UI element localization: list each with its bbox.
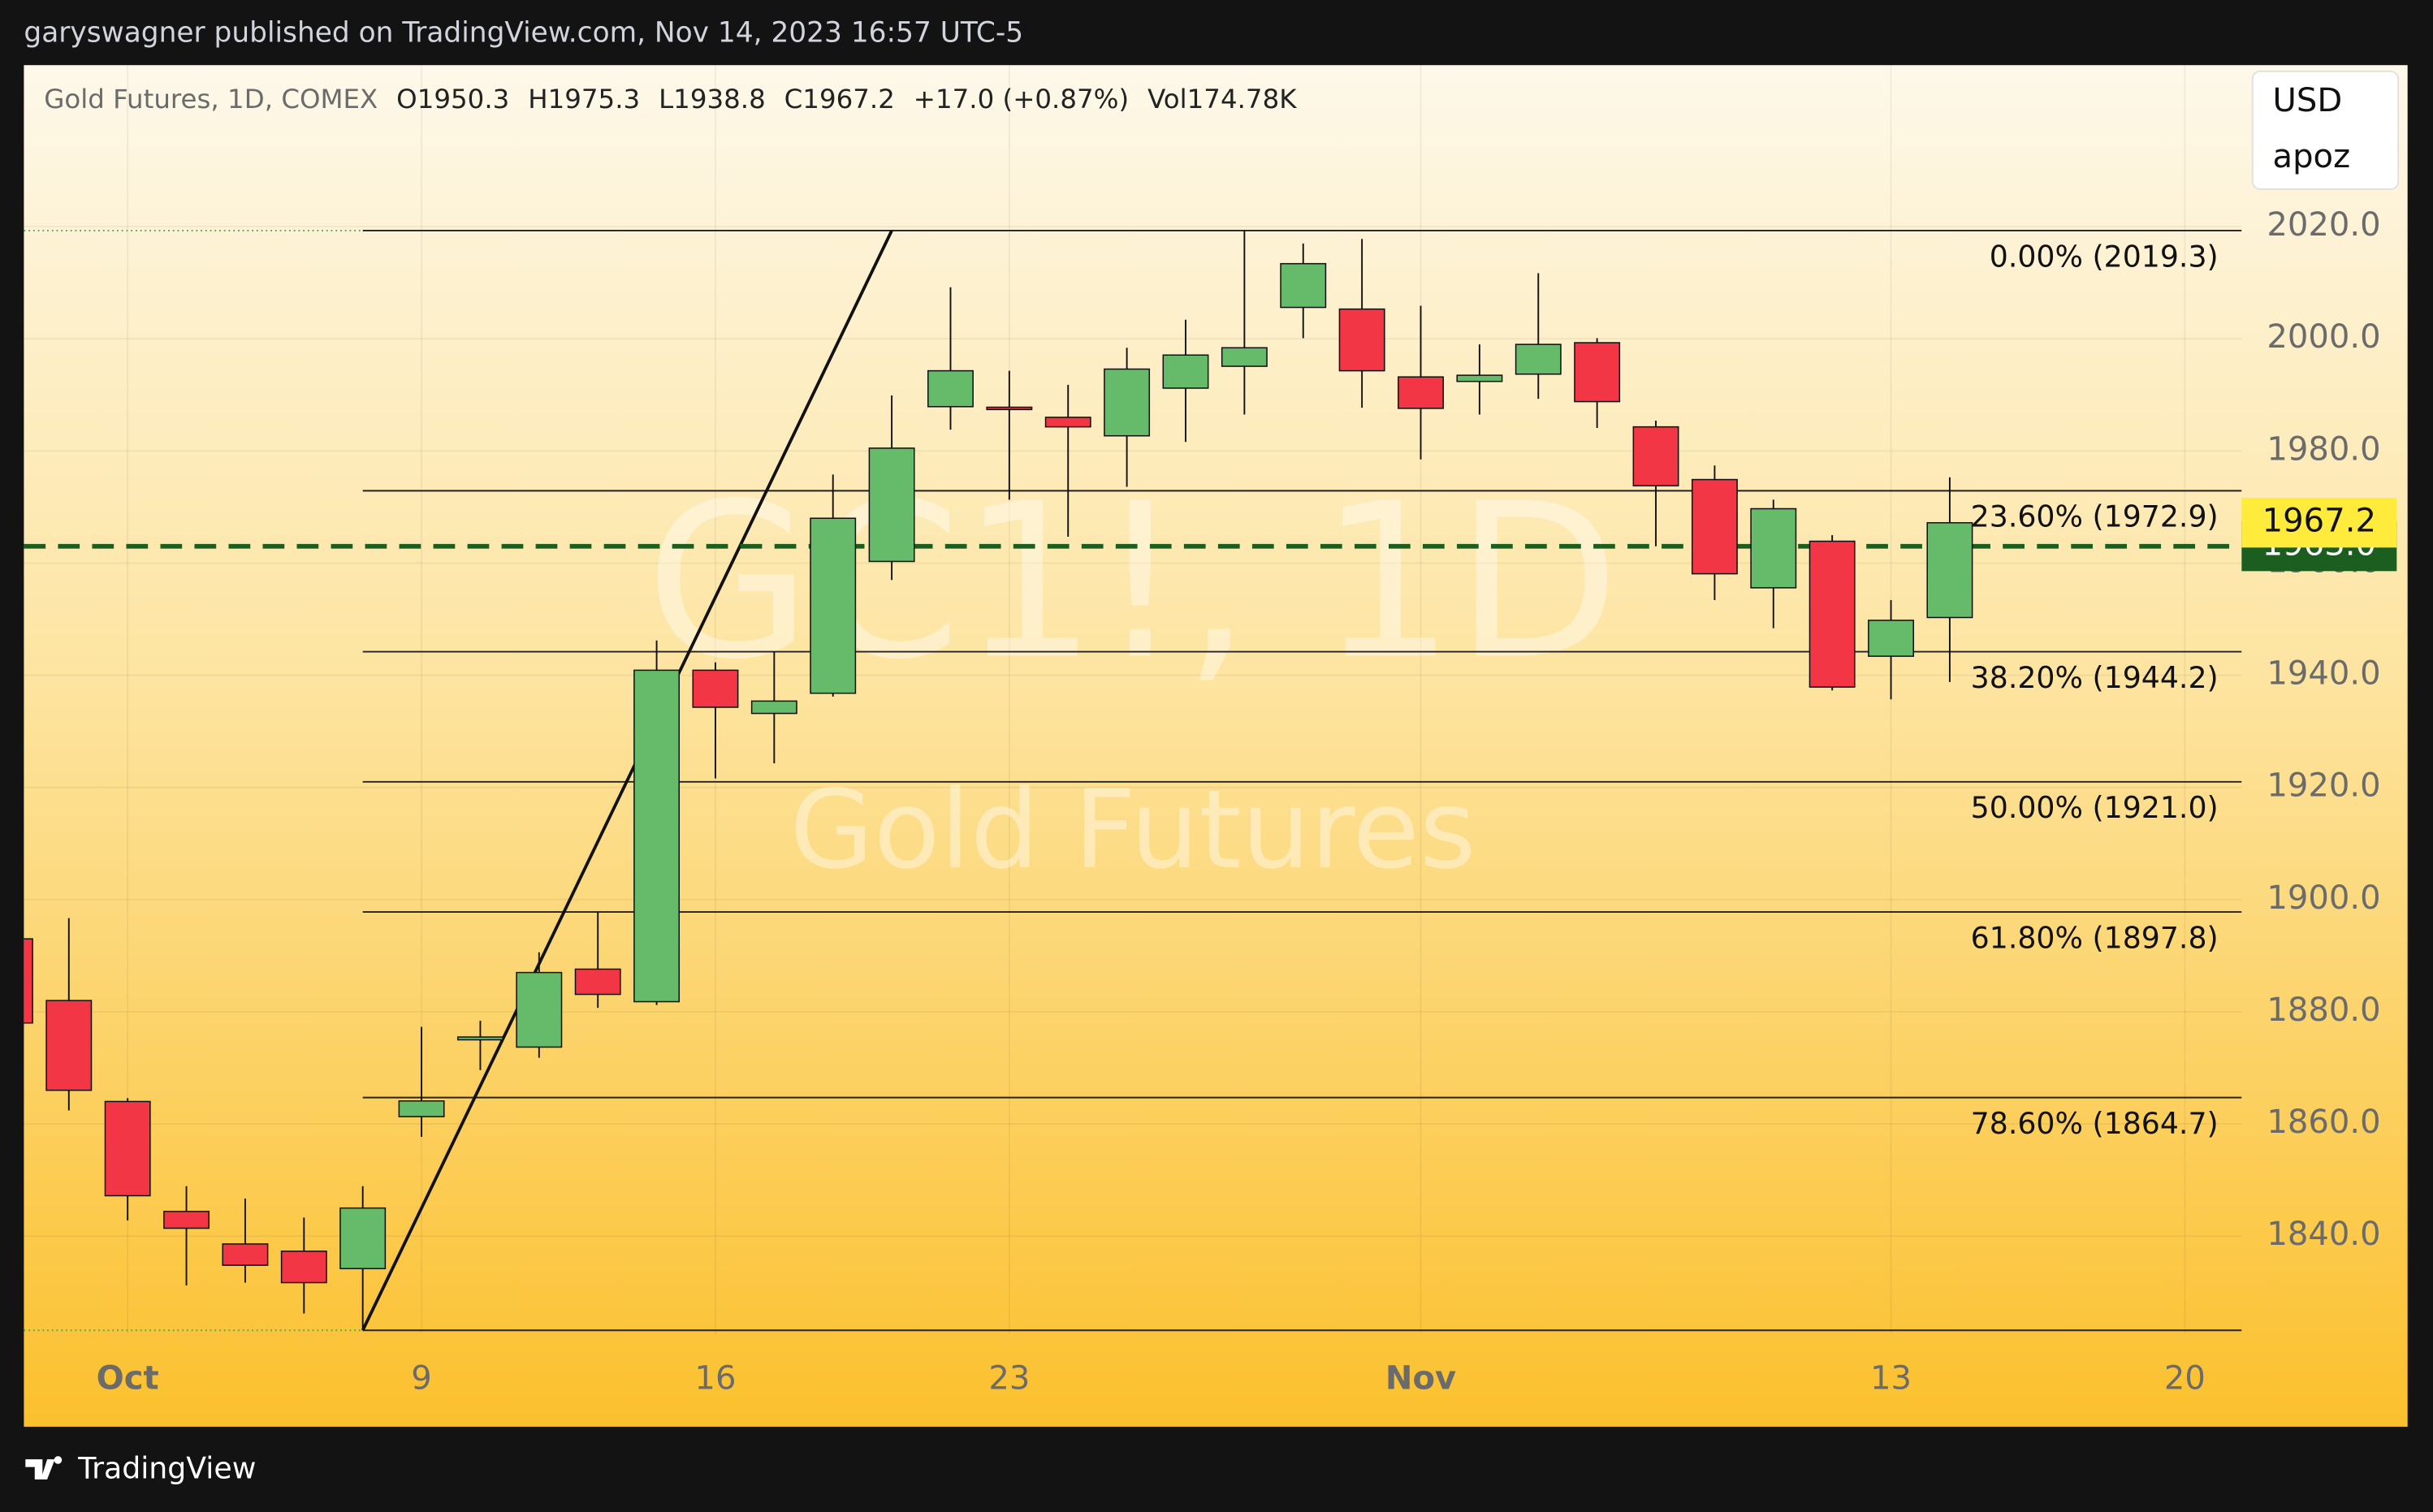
- y-tick-label: 1940.0: [2267, 655, 2380, 693]
- candle-body: [1809, 540, 1856, 688]
- candle-body: [1162, 354, 1209, 389]
- candle-body: [574, 968, 621, 996]
- candle-body: [1515, 343, 1562, 375]
- last-price-tag: [2241, 498, 2397, 548]
- candle-body: [398, 1100, 445, 1117]
- y-tick-label: 2020.0: [2267, 206, 2380, 244]
- overlay: 1840.01860.01880.01900.01920.01940.01960…: [44, 70, 2400, 1398]
- candle-body: [868, 447, 915, 563]
- x-tick-label: 20: [2164, 1360, 2206, 1398]
- publisher: garyswagner published on TradingView.com…: [24, 17, 1023, 50]
- candle-body: [222, 1243, 269, 1266]
- candle-body: [1398, 376, 1444, 409]
- candle-body: [1691, 478, 1738, 575]
- plot: GC1!, 1D Gold Futures 0.00% (2019.3) 23.60%…: [24, 65, 2242, 1334]
- candle-body: [104, 1100, 151, 1197]
- x-tick-label: 23: [988, 1360, 1030, 1398]
- ohlc-value: +17.0 (+0.87%): [914, 84, 1129, 114]
- y-tick-label: 1880.0: [2267, 991, 2380, 1029]
- footer-brand: TradingView: [77, 1450, 256, 1485]
- x-tick-label: Oct: [97, 1360, 159, 1398]
- candle-body: [1868, 620, 1915, 657]
- fib-label: 61.80% (1897.8): [1971, 920, 2219, 955]
- ohlc-value: C1967.2: [784, 84, 895, 114]
- legend: Gold Futures, 1D, COMEX O1950.3 H1975.3 L19…: [44, 84, 1297, 114]
- candle-body: [163, 1211, 210, 1229]
- currency: USD: [2273, 82, 2343, 119]
- trend-line: [361, 230, 893, 1332]
- y-tick-label: 1980.0: [2267, 430, 2380, 468]
- candle-body: [750, 700, 797, 715]
- y-tick-label: 1840.0: [2267, 1216, 2380, 1253]
- last-price-label: 1967.2: [2262, 503, 2376, 540]
- y-tick-label: 1860.0: [2267, 1104, 2380, 1141]
- candle-body: [1750, 508, 1797, 589]
- candle-body: [339, 1207, 387, 1270]
- candle-body: [24, 938, 33, 1024]
- candle-body: [1280, 262, 1327, 309]
- x-tick-label: Nov: [1385, 1360, 1456, 1398]
- candle-body: [1044, 417, 1091, 428]
- candle-body: [1456, 374, 1503, 382]
- candle-body: [633, 669, 681, 1003]
- candle-body: [1926, 521, 1973, 619]
- candle-body: [927, 369, 974, 408]
- candle-body: [986, 406, 1033, 411]
- fib-label: 78.60% (1864.7): [1971, 1106, 2219, 1141]
- candle-body: [456, 1036, 503, 1041]
- candle-body: [45, 1000, 93, 1091]
- candle-body: [1338, 308, 1385, 372]
- candle-body: [516, 971, 563, 1048]
- candle-body: [1104, 368, 1151, 437]
- ohlc-value: L1938.8: [659, 84, 766, 114]
- candle-body: [280, 1251, 327, 1284]
- footer-logo: [25, 1456, 63, 1480]
- fib-label: 50.00% (1921.0): [1971, 790, 2219, 825]
- y-tick-label: 1920.0: [2267, 767, 2380, 805]
- watermark-name: Gold Futures: [789, 767, 1476, 893]
- candle-body: [1632, 426, 1679, 486]
- y-tick-label: 2000.0: [2267, 318, 2380, 356]
- x-tick-label: 13: [1870, 1360, 1912, 1398]
- candle-body: [810, 517, 857, 694]
- candle-body: [1574, 342, 1621, 403]
- candle-body: [692, 669, 739, 708]
- chart-area: [24, 65, 2408, 1427]
- symbol-info: Gold Futures, 1D, COMEX: [44, 84, 378, 114]
- ohlc-value: O1950.3: [396, 84, 509, 114]
- currency-box: [2251, 70, 2400, 190]
- fib-label: 23.60% (1972.9): [1971, 499, 2219, 534]
- unit: apoz: [2273, 138, 2351, 175]
- fib-label: 0.00% (2019.3): [1990, 239, 2219, 274]
- ohlc-value: Vol174.78K: [1147, 84, 1297, 114]
- y-tick-label: 1900.0: [2267, 879, 2380, 917]
- x-tick-label: 16: [694, 1360, 736, 1398]
- x-tick-label: 9: [411, 1360, 432, 1398]
- fib-label: 38.20% (1944.2): [1971, 660, 2219, 695]
- candle-body: [1221, 347, 1268, 367]
- ohlc-value: H1975.3: [528, 84, 640, 114]
- watermark-symbol: GC1!, 1D: [646, 457, 1620, 706]
